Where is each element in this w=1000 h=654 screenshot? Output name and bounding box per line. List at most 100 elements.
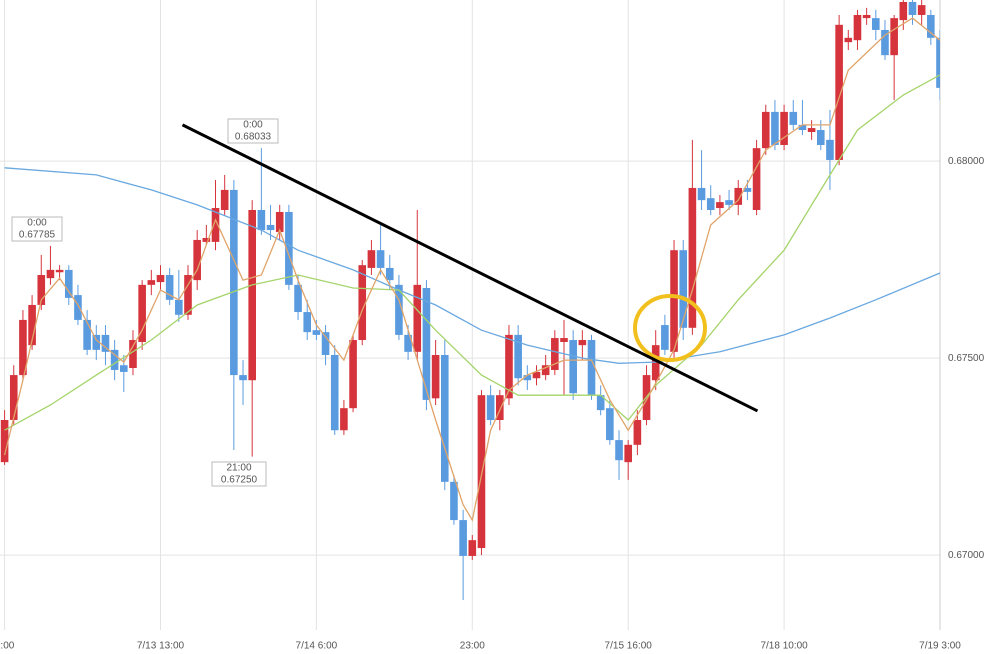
candle-body xyxy=(716,202,724,209)
candle-body xyxy=(459,520,467,556)
candle-body xyxy=(9,375,18,420)
candle-body xyxy=(899,1,908,21)
candle-body xyxy=(129,340,137,368)
annotation-box xyxy=(211,461,267,487)
candle-body xyxy=(330,354,339,431)
candle-body xyxy=(816,130,825,145)
candle-body xyxy=(120,365,128,372)
candle-body xyxy=(486,395,495,420)
candle-body xyxy=(110,349,119,370)
candle-body xyxy=(661,325,669,350)
candle-body xyxy=(211,208,220,242)
candle-body xyxy=(890,18,898,56)
candle-body xyxy=(285,211,293,285)
candle-body xyxy=(908,1,917,15)
candle-body xyxy=(468,540,477,556)
candle-body xyxy=(376,250,385,268)
candle-body xyxy=(853,14,862,41)
candle-body xyxy=(761,111,770,149)
candle-body xyxy=(541,365,550,376)
candle-body xyxy=(37,275,46,305)
candle-body xyxy=(165,275,174,300)
candle-body xyxy=(266,224,275,231)
candle-body xyxy=(340,408,348,431)
candle-body xyxy=(789,111,798,125)
candle-body xyxy=(312,330,321,335)
candle-body xyxy=(413,284,422,352)
y-tick-label: 0.67000 xyxy=(948,550,985,561)
grid xyxy=(0,0,941,630)
candle-body xyxy=(697,187,706,201)
candle-body xyxy=(560,338,568,342)
candle-body xyxy=(431,354,440,399)
candle-body xyxy=(807,128,816,132)
candle-body xyxy=(633,420,642,445)
x-tick-label: 7/14 6:00 xyxy=(296,641,338,652)
candle-body xyxy=(514,334,522,379)
candle-body xyxy=(74,295,82,320)
annotation-box xyxy=(227,118,279,144)
candle-body xyxy=(395,284,403,335)
trend-line xyxy=(181,123,759,413)
candle-body xyxy=(220,189,229,210)
candle-body xyxy=(138,284,146,342)
candle-body xyxy=(28,304,36,346)
candle-body xyxy=(734,187,743,205)
candle-body xyxy=(798,124,807,131)
candle-body xyxy=(826,139,834,160)
candle-body xyxy=(257,210,266,231)
candle-body xyxy=(523,375,532,381)
annotation-price: 0.67250 xyxy=(221,475,258,486)
candle-body xyxy=(294,284,302,313)
candle-body xyxy=(688,187,697,328)
candle-body xyxy=(184,275,192,315)
x-tick-label: 7/13 13:00 xyxy=(137,641,185,652)
candle-body xyxy=(385,267,394,281)
candle-body xyxy=(606,408,614,441)
candle-body xyxy=(55,269,64,273)
candle-body xyxy=(193,239,201,281)
candle-body xyxy=(743,187,752,192)
annotation-price: 0.68033 xyxy=(235,132,272,143)
moving-average-line xyxy=(4,74,940,431)
candle-body xyxy=(367,250,376,268)
candle-body xyxy=(578,340,587,346)
annotation: 0:00 0.68033 xyxy=(227,118,279,144)
y-tick-label: 0.68000 xyxy=(948,156,985,167)
annotation: 0:00 0.67785 xyxy=(11,216,63,242)
y-tick-label: 0.67500 xyxy=(948,353,985,364)
x-tick-label: 23:00 xyxy=(460,641,485,652)
candle-body xyxy=(706,198,715,210)
candle-body xyxy=(349,340,357,409)
axis-labels: 0.67000 0.67500 0.68000 0:00 7/13 13:00 7/14 … xyxy=(0,156,985,652)
candle-body xyxy=(596,395,605,411)
candle-body xyxy=(46,269,55,279)
candle-body xyxy=(725,200,733,205)
candle-body xyxy=(624,444,632,463)
candle-body xyxy=(321,332,330,355)
candle-body xyxy=(0,420,9,463)
annotation-time: 0:00 xyxy=(243,120,263,131)
candle-body xyxy=(202,237,211,242)
moving-average-line xyxy=(4,167,940,364)
candle-body xyxy=(615,440,623,461)
candle-body xyxy=(175,299,183,315)
candle-body xyxy=(440,354,449,482)
candle-body xyxy=(505,334,513,399)
candle-body xyxy=(477,395,486,549)
moving-average-line xyxy=(3,17,940,522)
candle-body xyxy=(147,280,156,285)
candle-body xyxy=(496,395,504,420)
candle-body xyxy=(239,375,247,381)
candle-body xyxy=(945,88,953,110)
candle-body xyxy=(835,24,843,160)
candle-body xyxy=(92,334,101,350)
candle-body xyxy=(275,211,284,233)
candle-body xyxy=(569,340,577,394)
candle-body xyxy=(771,111,779,145)
candle-body xyxy=(83,319,91,350)
candle-body xyxy=(248,210,256,381)
candle-body xyxy=(64,269,73,298)
annotation-price: 0.67785 xyxy=(19,230,56,241)
